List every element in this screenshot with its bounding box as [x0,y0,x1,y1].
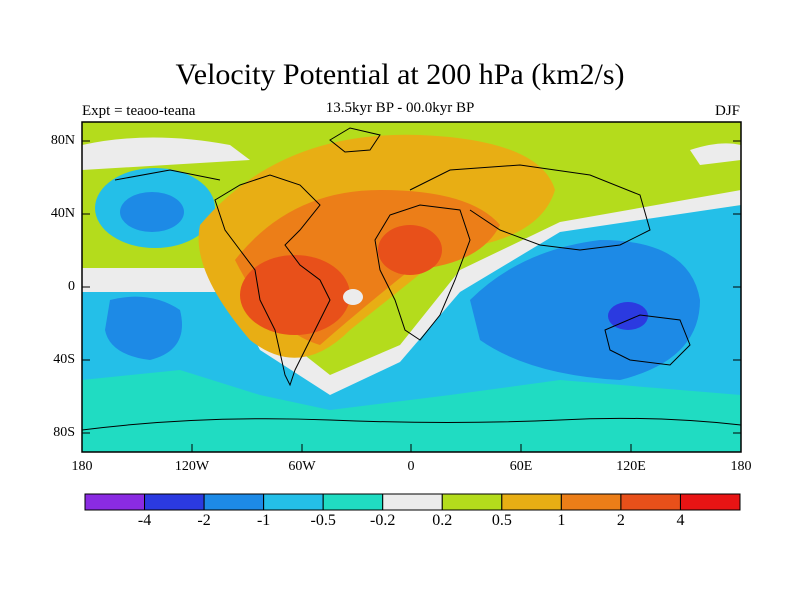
colorbar-swatch [620,493,681,511]
x-tick-0: 0 [407,459,415,474]
colorbar-label: 1 [557,512,566,529]
y-tick-40s: 40S [53,352,75,367]
x-tick-60w: 60W [288,459,316,474]
field-max-africa [378,225,442,275]
coast-eurasia [409,164,651,251]
colorbar-swatch [263,493,324,511]
field-local-min [343,289,363,305]
colorbar-label: -1 [256,512,271,529]
x-tick-120e: 120E [616,459,646,474]
x-tick-120w: 120W [174,459,210,474]
colorbar-swatch [84,493,146,511]
x-tick-60e: 60E [509,459,533,474]
period-subtitle: 13.5kyr BP - 00.0kyr BP [325,100,475,116]
colorbar-swatch [322,493,384,511]
colorbar-label: 4 [676,512,685,529]
colorbar-swatch [501,493,562,511]
field-negative-indian [470,240,700,380]
x-tick-180w: 180 [71,459,93,474]
colorbar-label: 0.5 [491,512,512,529]
colorbar-swatch [560,493,622,511]
contour-field [82,122,741,452]
colorbar-label: 0.2 [432,512,453,529]
colorbar-swatch [441,493,503,511]
colorbar-label: -0.2 [370,512,396,529]
field-min-australia [608,302,648,330]
colorbar-swatch [679,493,741,511]
season-label: DJF [714,103,740,119]
coast-americas [214,174,331,387]
colorbar-label: -4 [137,512,152,529]
colorbar-label: 2 [616,512,625,529]
coast-antarctica [82,417,741,431]
x-tick-180e: 180 [730,459,752,474]
colorbar-label: -2 [197,512,211,529]
colorbar-label: -0.5 [310,512,336,529]
field-negative-pacific [105,296,182,360]
experiment-label: Expt = teaoo-teana [82,103,196,119]
field-max-america [240,255,350,335]
colorbar-swatch [144,493,205,511]
y-tick-80s: 80S [53,425,75,440]
coastlines [82,127,741,431]
field-weak-negative-south [82,370,741,452]
coast-australia [604,314,691,366]
coast-greenland [329,127,381,153]
axis-ticks [81,140,742,452]
colorbar [84,493,741,511]
colorbar-swatch [203,493,265,511]
colorbar-swatch [382,493,443,511]
field-arctic [82,137,250,170]
map-title: Velocity Potential at 200 hPa (km2/s) [175,58,625,91]
y-tick-0: 0 [68,279,75,294]
y-tick-80n: 80N [50,133,75,148]
y-tick-40n: 40N [50,206,75,221]
field-neutral-band [82,190,741,395]
coast-africa [374,204,471,341]
